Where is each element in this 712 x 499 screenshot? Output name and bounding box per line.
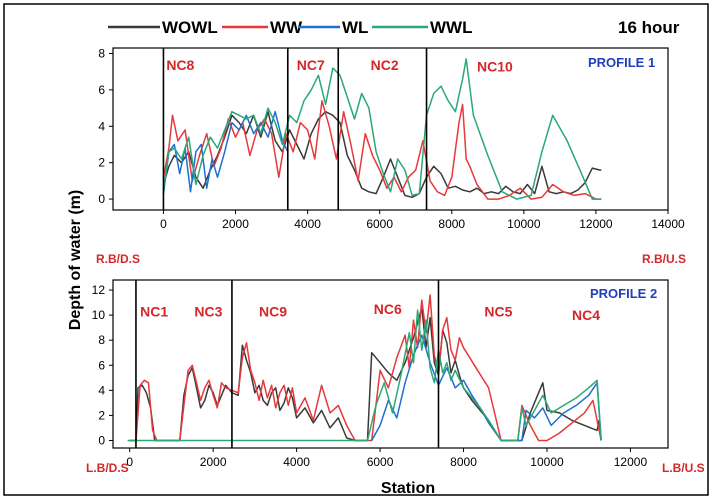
y-tick-label: 6 [98,83,105,97]
panel-2-left-label: L.B/D.S [86,461,129,475]
x-tick-label: 2000 [200,455,227,469]
profile-2-label: PROFILE 2 [590,286,657,301]
series-line-wowl [162,110,602,199]
y-axis-title: Depth of water (m) [67,190,84,330]
legend: WOWL WW WL WWL [108,18,472,37]
x-tick-label: 2000 [222,217,249,231]
x-tick-label: 8000 [438,217,465,231]
zone-label-nc6: NC6 [374,301,402,317]
y-tick-label: 2 [98,156,105,170]
zone-label-nc1: NC1 [140,303,168,319]
panel-2-right-label: L.B/U.S [662,461,705,475]
panel-1-right-label: R.B/U.S [642,252,686,266]
zone-label-nc3: NC3 [194,303,222,319]
panel-1-left-label: R.B/D.S [96,252,140,266]
y-tick-label: 8 [98,333,105,347]
zone-label-nc2: NC2 [371,57,399,73]
y-tick-label: 4 [98,383,105,397]
x-tick-label: 12000 [614,455,648,469]
legend-label-wowl: WOWL [162,18,218,37]
zone-label-nc5: NC5 [484,303,512,319]
y-tick-label: 2 [98,408,105,422]
plot-frame [112,47,669,211]
legend-label-wwl: WWL [430,18,472,37]
plot-frame [112,279,669,449]
time-label: 16 hour [618,18,680,37]
y-tick-label: 4 [98,119,105,133]
series-line-wwl [127,309,602,442]
x-tick-label: 12000 [579,217,613,231]
x-tick-label: 0 [126,455,133,469]
profile-2-panel: 0 2000 4000 6000 8000 10000 12000 0 2 4 6 8 10 12 NC1 N… [92,279,669,469]
zone-label-nc8: NC8 [166,57,194,73]
profile-1-label: PROFILE 1 [588,55,655,70]
x-tick-label: 4000 [283,455,310,469]
y-tick-label: 0 [98,433,105,447]
zone-label-nc7: NC7 [297,57,325,73]
x-tick-label: 8000 [450,455,477,469]
profile-1-panel: 0 2000 4000 6000 8000 10000 12000 14000 0 2 4 6 8 NC8… [98,46,685,231]
x-tick-label: 14000 [651,217,685,231]
zone-label-nc4: NC4 [572,307,600,323]
x-tick-label: 4000 [294,217,321,231]
figure-border [3,3,709,496]
y-tick-label: 0 [98,192,105,206]
x-tick-label: 0 [160,217,167,231]
x-tick-label: 6000 [367,455,394,469]
y-tick-label: 12 [92,283,106,297]
legend-label-ww: WW [270,18,303,37]
y-tick-label: 6 [98,358,105,372]
x-tick-label: 6000 [366,217,393,231]
series-line-wowl [129,306,602,442]
series-line-ww [129,294,602,442]
zone-label-nc9: NC9 [259,303,287,319]
y-tick-label: 8 [98,46,105,60]
series-line-wl [371,334,602,442]
x-tick-label: 10000 [530,455,564,469]
y-tick-label: 10 [92,308,106,322]
series-line-ww [162,100,602,200]
series-line-wl [162,110,289,194]
zone-label-nc10: NC10 [477,59,513,75]
x-axis-title: Station [381,480,435,497]
series-line-wwl [162,58,602,200]
x-tick-label: 10000 [507,217,541,231]
legend-label-wl: WL [342,18,368,37]
